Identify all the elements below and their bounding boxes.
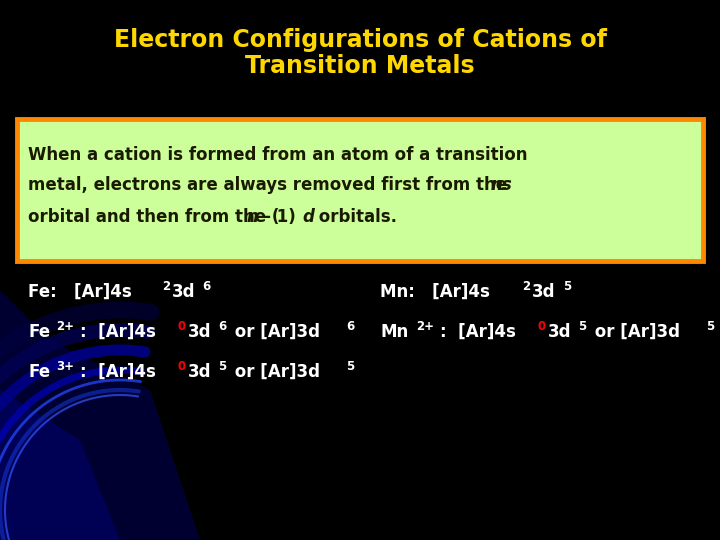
Text: 3d: 3d — [188, 323, 212, 341]
Text: or [Ar]3d: or [Ar]3d — [229, 363, 320, 381]
Text: 2: 2 — [522, 280, 530, 293]
Text: Fe: Fe — [28, 323, 50, 341]
Text: 3d: 3d — [188, 363, 212, 381]
Text: orbital and then from the (: orbital and then from the ( — [28, 208, 279, 226]
Text: When a cation is formed from an atom of a transition: When a cation is formed from an atom of … — [28, 146, 528, 164]
Text: 3d: 3d — [532, 283, 556, 301]
Text: 6: 6 — [218, 320, 227, 333]
Text: 5: 5 — [218, 360, 227, 373]
Text: Electron Configurations of Cations of: Electron Configurations of Cations of — [114, 28, 606, 52]
Text: 2+: 2+ — [57, 320, 75, 333]
Text: 6: 6 — [202, 280, 211, 293]
Text: metal, electrons are always removed first from the: metal, electrons are always removed firs… — [28, 176, 513, 194]
Text: 2+: 2+ — [416, 320, 434, 333]
Text: 0: 0 — [178, 320, 186, 333]
Text: n: n — [246, 208, 258, 226]
Text: Fe: Fe — [28, 363, 50, 381]
FancyBboxPatch shape — [17, 119, 703, 261]
Text: 0: 0 — [538, 320, 546, 333]
Text: 5: 5 — [706, 320, 715, 333]
Text: Fe:   [Ar]4s: Fe: [Ar]4s — [28, 283, 132, 301]
Text: 3d: 3d — [172, 283, 196, 301]
Text: 3+: 3+ — [57, 360, 75, 373]
Text: or [Ar]3d: or [Ar]3d — [589, 323, 680, 341]
Text: 2: 2 — [162, 280, 170, 293]
Polygon shape — [0, 290, 200, 540]
Text: 3d: 3d — [548, 323, 572, 341]
Text: :  [Ar]4s: : [Ar]4s — [440, 323, 516, 341]
Text: Transition Metals: Transition Metals — [246, 54, 474, 78]
Text: Mn:   [Ar]4s: Mn: [Ar]4s — [380, 283, 490, 301]
Text: or [Ar]3d: or [Ar]3d — [229, 323, 320, 341]
Text: :  [Ar]4s: : [Ar]4s — [80, 323, 156, 341]
Text: :  [Ar]4s: : [Ar]4s — [80, 363, 156, 381]
Text: – 1): – 1) — [257, 208, 296, 226]
Text: Mn: Mn — [380, 323, 408, 341]
Text: 5: 5 — [578, 320, 587, 333]
Text: 5: 5 — [346, 360, 355, 373]
Text: ns: ns — [490, 176, 512, 194]
Text: 0: 0 — [178, 360, 186, 373]
Text: 6: 6 — [346, 320, 355, 333]
Polygon shape — [0, 390, 120, 540]
Text: orbitals.: orbitals. — [313, 208, 397, 226]
Text: 5: 5 — [562, 280, 571, 293]
Text: d: d — [302, 208, 314, 226]
